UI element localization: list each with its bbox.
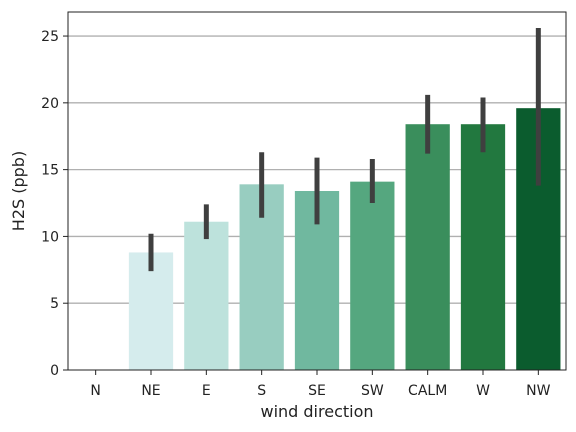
error-bars bbox=[148, 28, 541, 272]
bar-calm bbox=[405, 124, 450, 370]
x-tick-label: SW bbox=[361, 383, 384, 399]
x-tick-label: N bbox=[90, 383, 100, 399]
x-tick-label: S bbox=[257, 383, 266, 399]
y-tick-label: 5 bbox=[50, 296, 59, 312]
bar-ne bbox=[128, 252, 174, 370]
x-tick-label: NW bbox=[526, 383, 550, 399]
x-tick-label: NE bbox=[141, 383, 160, 399]
bar-sw bbox=[350, 181, 395, 370]
y-tick-label: 25 bbox=[41, 29, 59, 45]
bar-e bbox=[184, 221, 229, 370]
x-tick-label: E bbox=[202, 383, 211, 399]
x-axis-label: wind direction bbox=[260, 402, 373, 421]
y-tick-label: 20 bbox=[41, 96, 59, 112]
y-tick-label: 10 bbox=[41, 229, 59, 245]
x-ticks: N NE E S SE SW CALM W NW bbox=[90, 370, 551, 399]
y-ticks: 0 5 10 15 20 25 bbox=[41, 29, 68, 379]
x-tick-label: SE bbox=[308, 383, 326, 399]
x-tick-label: W bbox=[476, 383, 490, 399]
y-tick-label: 0 bbox=[50, 363, 59, 379]
y-tick-label: 15 bbox=[41, 163, 59, 179]
y-axis-label: H2S (ppb) bbox=[9, 151, 28, 231]
bar-w bbox=[460, 124, 506, 370]
x-tick-label: CALM bbox=[408, 383, 447, 399]
bars bbox=[128, 108, 561, 370]
